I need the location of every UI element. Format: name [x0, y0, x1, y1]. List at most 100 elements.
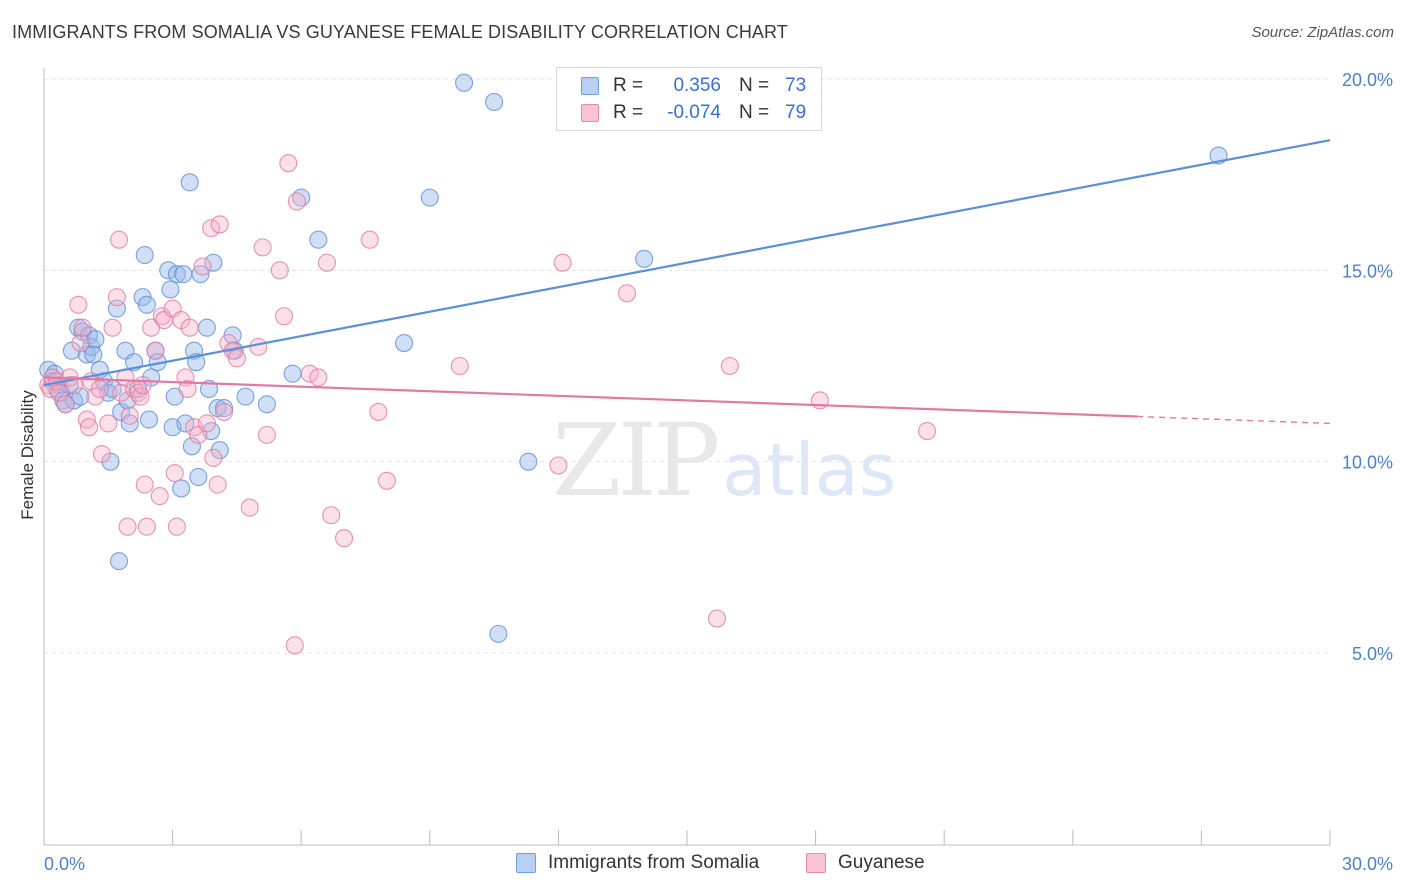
point-guyanese [210, 215, 229, 234]
legend-n-label: N = [739, 102, 770, 123]
point-guyanese [287, 192, 306, 211]
point-somalia [172, 479, 191, 498]
point-somalia [257, 395, 276, 414]
point-guyanese [918, 422, 937, 441]
point-somalia [189, 467, 208, 487]
point-somalia [635, 249, 654, 268]
point-guyanese [197, 414, 216, 433]
x-tick-label: 30.0% [1342, 854, 1393, 874]
legend-n-value: 73 [785, 75, 807, 96]
point-guyanese [270, 261, 289, 280]
series-label-guyanese: Guyanese [838, 852, 925, 873]
point-somalia [485, 92, 504, 112]
y-tick-label: 5.0% [1352, 644, 1393, 664]
watermark-zip: ZIP [552, 402, 720, 519]
point-somalia [86, 330, 105, 349]
point-guyanese [69, 295, 88, 314]
correlation-legend: R = 0.356 N = 73 R = -0.074 N = 79 [556, 67, 822, 131]
legend-row-somalia: R = 0.356 N = 73 [581, 73, 806, 99]
point-guyanese [202, 219, 221, 238]
point-guyanese [120, 406, 139, 425]
point-somalia [176, 414, 195, 433]
point-somalia [236, 387, 255, 406]
y-tick-label: 10.0% [1342, 453, 1393, 473]
series-legend-guyanese[interactable]: Guyanese [806, 852, 925, 874]
point-guyanese [309, 368, 328, 387]
point-guyanese [369, 402, 388, 421]
series-swatch-guyanese [806, 853, 826, 873]
series-legend: Immigrants from Somalia Guyanese [0, 852, 1406, 878]
y-axis-label: Female Disability [18, 390, 37, 520]
point-guyanese [79, 418, 99, 437]
trend-line-guyanese-dashed [1137, 415, 1331, 425]
point-guyanese [707, 609, 727, 628]
point-somalia [109, 552, 129, 571]
point-guyanese [56, 395, 75, 414]
legend-r-label: R = [613, 75, 644, 96]
chart-title: IMMIGRANTS FROM SOMALIA VS GUYANESE FEMA… [12, 22, 788, 42]
point-guyanese [335, 529, 354, 548]
point-guyanese [317, 253, 336, 272]
point-guyanese [285, 636, 304, 655]
point-somalia [455, 73, 474, 92]
legend-r-label: R = [613, 102, 644, 123]
point-somalia [137, 295, 156, 314]
point-guyanese [204, 448, 223, 467]
data-points [39, 73, 1228, 655]
point-guyanese [450, 356, 469, 376]
point-guyanese [377, 471, 396, 490]
point-guyanese [150, 487, 169, 506]
watermark-atlas: atlas [722, 428, 897, 512]
point-guyanese [279, 154, 298, 173]
point-somalia [180, 173, 199, 192]
point-somalia [120, 414, 139, 433]
point-guyanese [146, 341, 165, 360]
point-somalia [395, 333, 414, 353]
point-somalia [199, 379, 219, 399]
point-somalia [214, 399, 234, 418]
trend-line-guyanese [43, 376, 1138, 418]
point-guyanese [73, 318, 92, 337]
legend-r-value: -0.074 [667, 102, 721, 123]
point-somalia [420, 188, 439, 207]
x-ticks [172, 830, 1331, 845]
point-somalia [309, 230, 328, 249]
point-somalia [197, 318, 216, 337]
point-guyanese [135, 475, 154, 494]
legend-n-label: N = [739, 75, 770, 96]
point-somalia [159, 261, 178, 280]
point-somalia [139, 410, 159, 429]
point-guyanese [180, 318, 199, 337]
point-guyanese [49, 383, 69, 402]
point-somalia [182, 437, 201, 456]
point-guyanese [109, 230, 129, 249]
point-guyanese [71, 333, 90, 353]
legend-swatch-somalia [581, 77, 599, 95]
point-guyanese [92, 444, 111, 464]
trend-lines [43, 139, 1331, 425]
tick-labels: 5.0% 10.0% 15.0% 20.0% 0.0% 30.0% [44, 70, 1393, 874]
point-guyanese [107, 288, 126, 307]
point-guyanese [322, 506, 341, 525]
series-swatch-somalia [516, 853, 536, 873]
point-somalia [84, 345, 103, 364]
point-somalia [489, 624, 508, 643]
point-somalia [161, 280, 180, 299]
series-legend-somalia[interactable]: Immigrants from Somalia [516, 852, 759, 874]
point-somalia [135, 245, 154, 265]
point-guyanese [257, 425, 276, 444]
point-guyanese [720, 356, 739, 376]
point-somalia [71, 387, 90, 406]
point-somalia [167, 265, 186, 284]
point-guyanese [133, 376, 152, 395]
point-guyanese [131, 387, 150, 406]
series-label-somalia: Immigrants from Somalia [548, 852, 760, 873]
point-somalia [283, 364, 302, 383]
y-tick-label: 15.0% [1342, 261, 1393, 281]
point-somalia [174, 265, 193, 284]
point-guyanese [249, 337, 268, 356]
point-guyanese [240, 498, 259, 517]
point-guyanese [193, 257, 212, 276]
point-somalia [519, 452, 538, 471]
